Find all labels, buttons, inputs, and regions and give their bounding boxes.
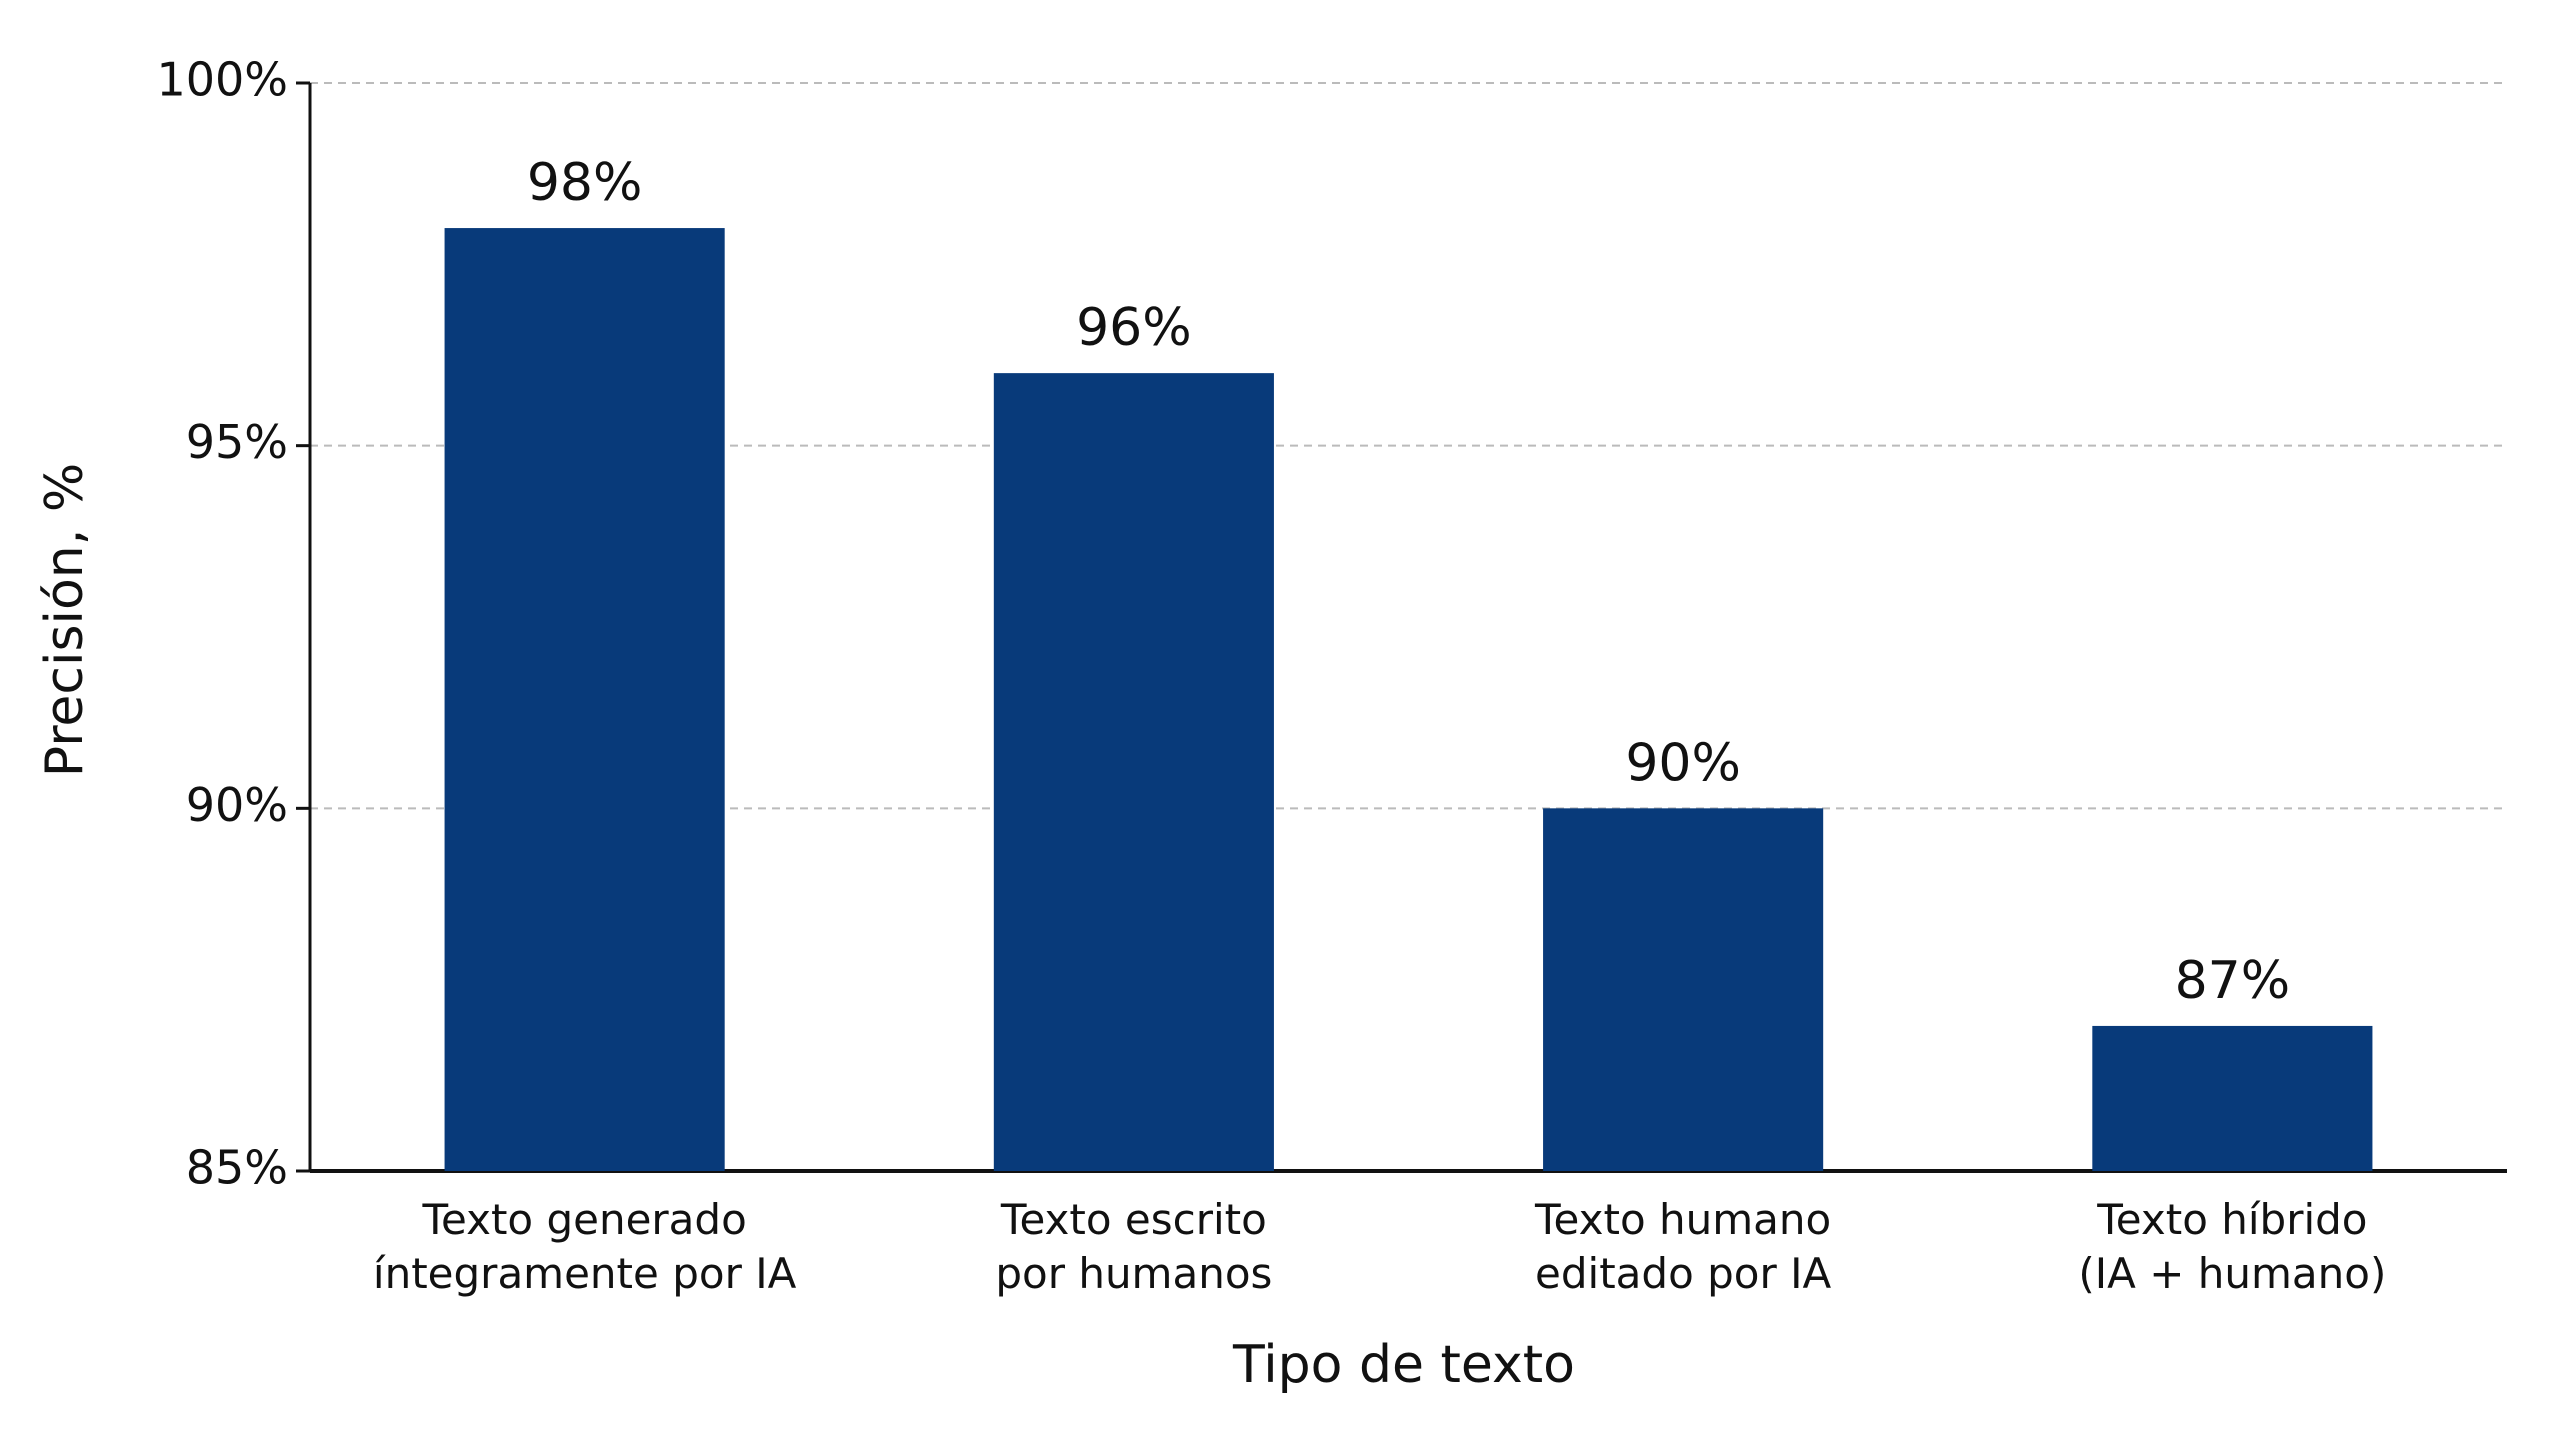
y-axis-title: Precisión, % — [35, 463, 95, 778]
x-tick-label: Texto escrito por humanos — [995, 1195, 1273, 1298]
value-label: 90% — [1625, 733, 1741, 793]
x-tick-label: Texto humano editado por IA — [1535, 1195, 1832, 1298]
bar — [993, 373, 1274, 1172]
bar — [2092, 1025, 2373, 1171]
value-label: 96% — [1076, 298, 1192, 358]
bar — [1543, 808, 1824, 1171]
y-tick-label: 85% — [186, 1141, 288, 1195]
x-tick-label: Texto híbrido (IA + humano) — [2078, 1195, 2387, 1298]
x-axis-title: Tipo de texto — [1232, 1335, 1575, 1395]
value-label: 87% — [2175, 951, 2291, 1011]
value-label: 98% — [527, 153, 643, 213]
y-tick-label: 100% — [156, 53, 288, 107]
x-tick-label: Texto generado íntegramente por IA — [372, 1195, 797, 1298]
y-tick-label: 90% — [186, 778, 288, 832]
y-tick-label: 95% — [186, 415, 288, 469]
bar — [444, 228, 725, 1172]
